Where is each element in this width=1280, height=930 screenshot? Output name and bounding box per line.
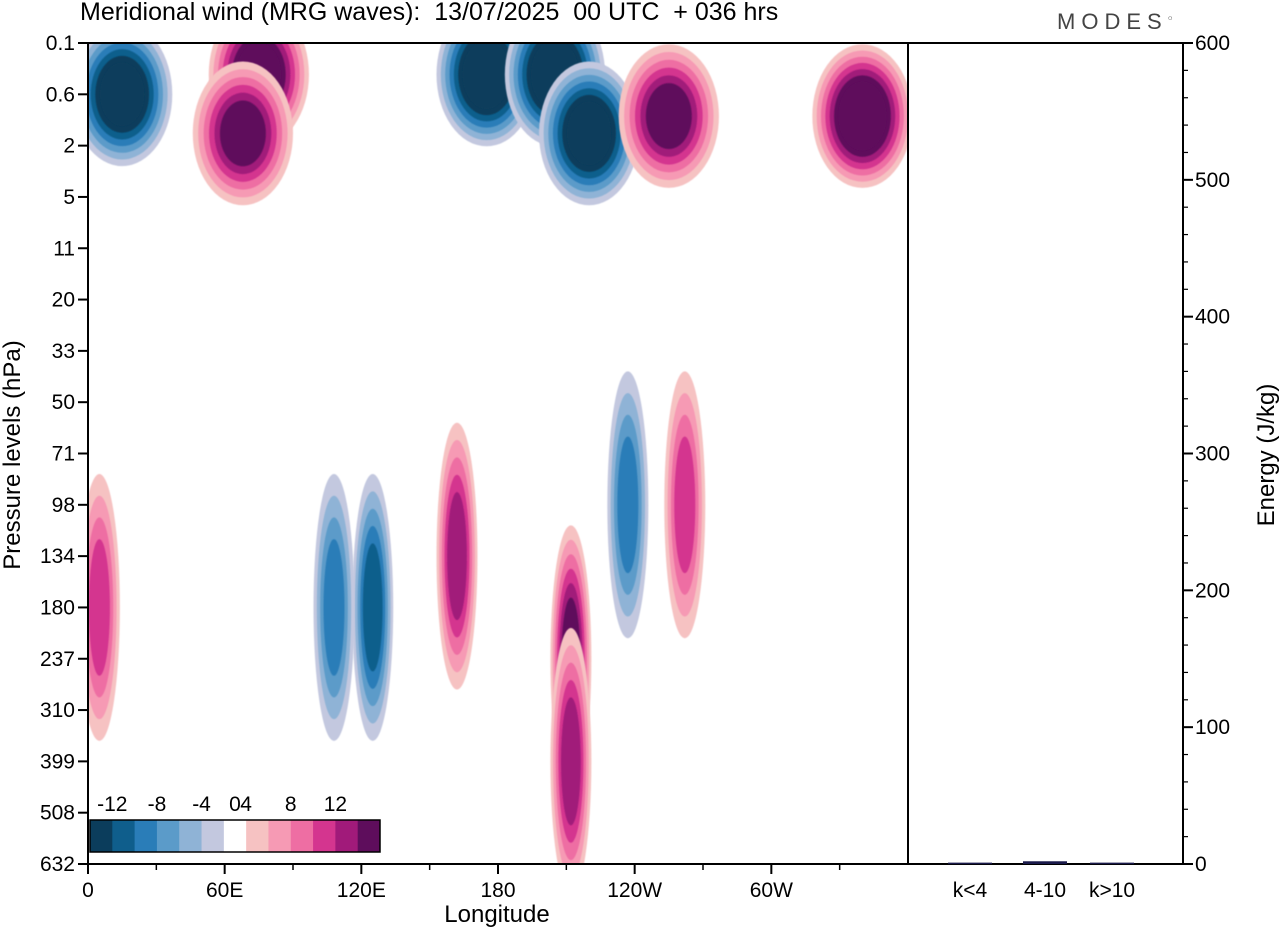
energy-tick-label: 400 [1195, 306, 1230, 329]
y-tick-label: 0.6 [46, 83, 75, 106]
contour-band [674, 436, 696, 574]
energy-category-label: k>10 [1089, 879, 1135, 902]
x-axis-label: Longitude [444, 901, 549, 928]
energy-tick-label: 200 [1195, 579, 1230, 602]
y-tick-label: 237 [40, 648, 75, 671]
registered-mark-icon: ○ [1167, 13, 1173, 23]
wind-feature [88, 43, 173, 167]
colorbar-label: -8 [148, 793, 167, 816]
energy-bar [948, 862, 992, 865]
wind-feature [352, 474, 394, 741]
colorbar-label: -4 [192, 793, 211, 816]
x-tick-label: 0 [82, 879, 94, 902]
energy-bar [1023, 861, 1067, 864]
contour-band [447, 492, 467, 621]
wind-feature [607, 371, 649, 639]
colorbar-swatch [90, 820, 113, 852]
x-tick-label: 60E [206, 879, 243, 902]
energy-tick-label: 300 [1195, 443, 1230, 466]
x-tick-label: 180 [480, 879, 515, 902]
colorbar-swatch [313, 820, 336, 852]
colorbar-swatch [335, 820, 359, 852]
contour-band [645, 83, 692, 150]
colorbar-label: 12 [324, 793, 347, 816]
y-tick-label: 50 [52, 391, 75, 414]
y-axis-label: Pressure levels (hPa) [0, 340, 26, 569]
colorbar-swatch [156, 820, 180, 852]
y-tick-label: 632 [40, 853, 75, 876]
wind-feature [550, 628, 592, 864]
energy-category-label: k<4 [953, 879, 988, 902]
wind-feature [664, 371, 706, 639]
y-tick-label: 399 [40, 750, 75, 773]
y-tick-label: 11 [53, 237, 75, 260]
energy-tick-label: 100 [1195, 716, 1230, 739]
contour-band [462, 43, 511, 109]
contour-band [323, 539, 345, 676]
y-tick-label: 180 [40, 596, 75, 619]
y-tick-label: 508 [40, 802, 75, 825]
contour-band [566, 101, 612, 166]
x-axis: 0 60E 120E 180 120W 60W [82, 864, 841, 902]
energy-bars: k<4 4-10 k>10 [948, 861, 1135, 902]
colorbar-label: 4 [240, 793, 252, 816]
energy-axis: 0 100 200 300 400 500 600 [1183, 32, 1230, 876]
x-tick-label: 60W [750, 879, 793, 902]
y-tick-label: 71 [52, 443, 75, 466]
wind-feature [88, 474, 120, 741]
colorbar: -12 -8 -4 0 4 8 12 [89, 793, 381, 853]
colorbar-swatch [290, 820, 314, 852]
colorbar-label: 0 [229, 793, 241, 816]
y-tick-label: 2 [63, 135, 75, 158]
colorbar-frame [89, 819, 381, 853]
energy-axis-label: Energy (J/kg) [1253, 384, 1280, 527]
wind-heatmap [88, 43, 908, 864]
contour-band [838, 81, 887, 151]
energy-bar [1090, 862, 1134, 865]
wind-feature [436, 422, 478, 690]
energy-tick-label: 600 [1195, 32, 1230, 55]
wind-feature [436, 43, 537, 147]
y-tick-label: 20 [52, 289, 75, 312]
colorbar-swatch [268, 820, 292, 852]
contour-band [617, 436, 639, 574]
colorbar-swatch [223, 820, 247, 852]
brand-logo: MODES○ [1057, 9, 1173, 35]
wind-feature [313, 474, 355, 741]
energy-category-label: 4-10 [1024, 879, 1066, 902]
contour-band [88, 539, 110, 676]
colorbar-label: -12 [97, 793, 127, 816]
colorbar-swatch [134, 820, 158, 852]
chart-title: Meridional wind (MRG waves): 13/07/2025 … [80, 0, 779, 26]
contour-band [362, 543, 383, 672]
colorbar-swatch [201, 820, 225, 852]
colorbar-swatch [179, 820, 203, 852]
colorbar-label: 8 [285, 793, 297, 816]
contour-band [219, 100, 266, 167]
y-tick-label: 134 [40, 545, 75, 568]
y-tick-label: 33 [52, 340, 75, 363]
wind-feature [618, 44, 719, 188]
y-axis: 0.1 0.6 2 5 11 20 33 50 71 98 134 180 237 310 399 508 63… [40, 32, 88, 876]
energy-tick-label: 0 [1195, 853, 1207, 876]
colorbar-swatch [357, 820, 381, 852]
y-tick-label: 98 [52, 494, 75, 517]
brand-text: MODES [1057, 9, 1168, 34]
y-tick-label: 5 [63, 186, 75, 209]
contour-band [561, 697, 581, 826]
wind-feature [539, 61, 640, 206]
y-tick-label: 310 [40, 699, 75, 722]
colorbar-swatch [112, 820, 136, 852]
x-tick-label: 120E [337, 879, 386, 902]
contour-band [99, 62, 145, 127]
energy-panel-frame [907, 42, 1184, 865]
x-tick-label: 120W [607, 879, 662, 902]
colorbar-swatch [246, 820, 269, 852]
energy-tick-label: 500 [1195, 169, 1230, 192]
y-tick-label: 0.1 [46, 32, 75, 55]
wind-feature [192, 61, 293, 206]
wind-feature [812, 44, 908, 188]
